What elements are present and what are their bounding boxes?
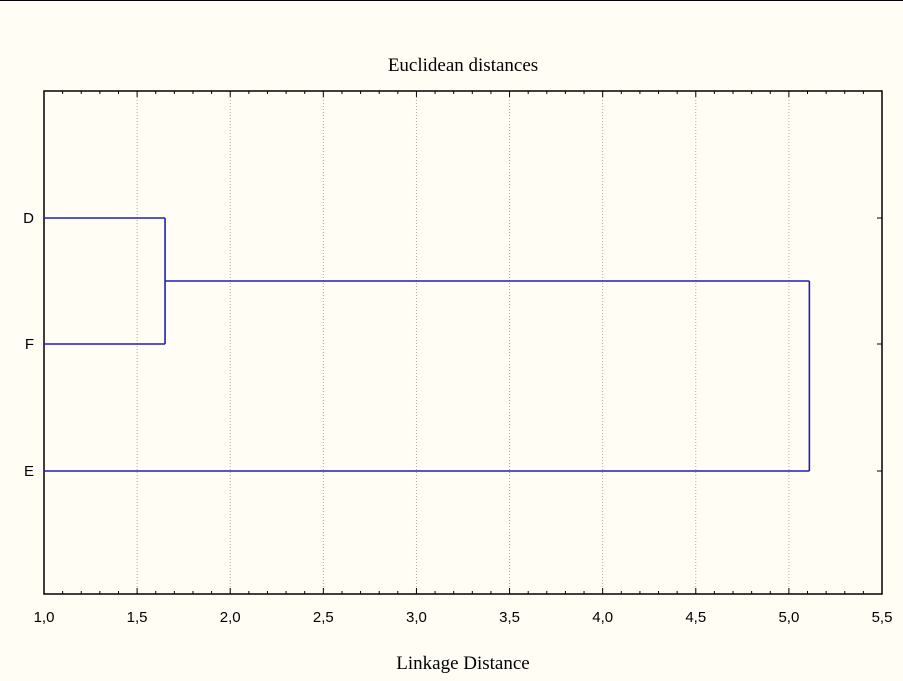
x-tick-labels: 1,0 1,5 2,0 2,5 3,0 3,5 4,0 4,5 5,0 5,5: [34, 609, 893, 626]
x-tick-label: 5,5: [872, 609, 893, 626]
grid-lines: [136, 91, 790, 594]
tick-marks: [43, 91, 883, 594]
y-leaf-label: F: [25, 336, 34, 353]
x-tick-label: 3,5: [499, 609, 520, 626]
x-tick-label: 2,0: [220, 609, 241, 626]
x-tick-label: 2,5: [313, 609, 334, 626]
x-tick-label: 5,0: [778, 609, 799, 626]
x-tick-label: 1,0: [34, 609, 55, 626]
dendrogram-tree: [44, 217, 811, 472]
y-leaf-label: E: [24, 463, 34, 480]
x-tick-label: 4,0: [592, 609, 613, 626]
x-tick-label: 1,5: [127, 609, 148, 626]
chart-title: Euclidean distances: [388, 55, 538, 76]
y-leaf-label: D: [23, 210, 34, 227]
plot-area-border: [43, 90, 883, 595]
y-leaf-labels: D F E: [23, 210, 34, 480]
x-tick-label: 4,5: [685, 609, 706, 626]
x-tick-label: 3,0: [406, 609, 427, 626]
x-axis-label: Linkage Distance: [396, 653, 529, 674]
